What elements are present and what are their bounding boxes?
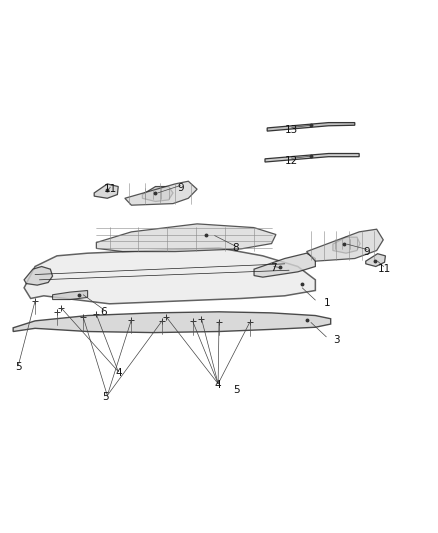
Text: 5: 5 xyxy=(233,385,240,395)
Text: 11: 11 xyxy=(104,184,117,194)
Polygon shape xyxy=(254,253,315,277)
Polygon shape xyxy=(267,123,355,131)
Text: 5: 5 xyxy=(15,362,22,372)
Text: 11: 11 xyxy=(378,264,391,274)
Text: 4: 4 xyxy=(215,381,222,390)
Text: 7: 7 xyxy=(270,263,277,273)
Polygon shape xyxy=(142,187,173,201)
Polygon shape xyxy=(333,237,360,253)
Polygon shape xyxy=(13,312,331,333)
Text: 9: 9 xyxy=(177,183,184,193)
Text: 3: 3 xyxy=(333,335,340,345)
Polygon shape xyxy=(53,290,88,300)
Polygon shape xyxy=(24,266,53,285)
Polygon shape xyxy=(24,248,315,304)
Text: 8: 8 xyxy=(232,243,239,253)
Text: 6: 6 xyxy=(100,307,107,317)
Text: 5: 5 xyxy=(102,392,109,402)
Text: 9: 9 xyxy=(364,247,371,257)
Text: 12: 12 xyxy=(285,156,298,166)
Polygon shape xyxy=(307,229,383,261)
Text: 4: 4 xyxy=(115,368,122,378)
Text: 1: 1 xyxy=(324,298,331,308)
Polygon shape xyxy=(94,184,118,198)
Polygon shape xyxy=(125,181,197,205)
Polygon shape xyxy=(96,224,276,252)
Polygon shape xyxy=(265,154,359,162)
Polygon shape xyxy=(366,254,385,266)
Text: 13: 13 xyxy=(285,125,298,135)
